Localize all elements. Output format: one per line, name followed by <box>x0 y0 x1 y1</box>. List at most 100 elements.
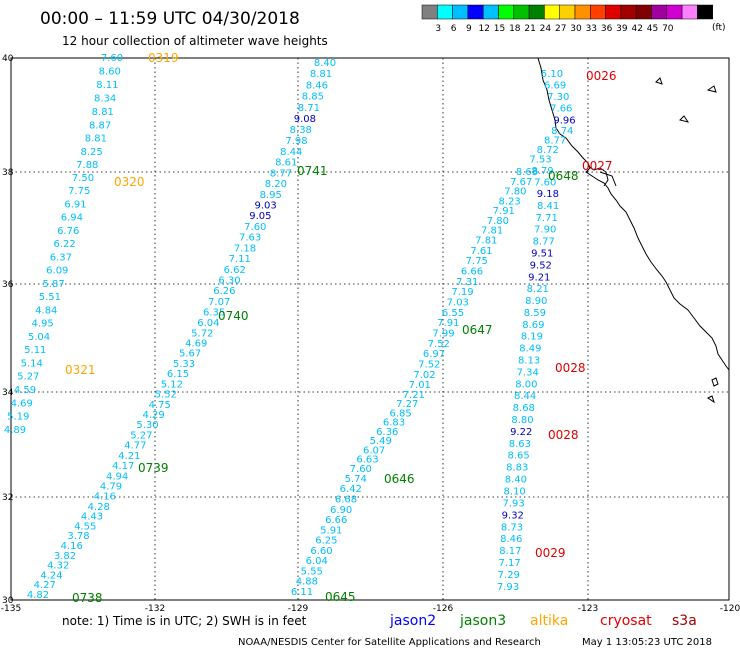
pass-time-label: 0738 <box>72 591 103 605</box>
swh-value: 8.79 <box>531 166 553 177</box>
swh-value: 7.75 <box>466 256 488 267</box>
swh-value: 7.03 <box>447 298 469 309</box>
colorbar-swatch <box>498 4 515 20</box>
latitude-label: 36 <box>2 280 14 290</box>
swh-value: 8.40 <box>314 58 336 69</box>
colorbar-swatch <box>574 4 591 20</box>
latitude-label: 38 <box>2 168 14 178</box>
swh-value: 5.10 <box>541 69 563 80</box>
pass-time-label: 0027 <box>582 159 613 173</box>
swh-value: 7.17 <box>498 558 520 569</box>
swh-value: 6.91 <box>64 199 86 210</box>
pass-time-label: 0028 <box>555 361 586 375</box>
swh-value: 6.66 <box>325 515 347 526</box>
swh-value: 8.25 <box>80 147 102 158</box>
pass-time-label: 0028 <box>548 428 579 442</box>
swh-value: 6.85 <box>389 408 411 419</box>
swh-value: 8.65 <box>507 451 529 462</box>
swh-value: 7.80 <box>487 216 509 227</box>
swh-value: 9.96 <box>553 115 575 126</box>
swh-value: 6.37 <box>50 252 72 263</box>
colorbar-unit: (ft) <box>712 23 726 33</box>
swh-value: 4.43 <box>81 512 103 523</box>
pass-time-label: 0319 <box>148 51 179 65</box>
pass-time-label: 0646 <box>384 472 415 486</box>
swh-value: 8.38 <box>290 125 312 136</box>
swh-value: 5.51 <box>39 292 61 303</box>
swh-value: 4.32 <box>47 561 69 572</box>
map-subtitle: 12 hour collection of altimeter wave hei… <box>62 34 328 48</box>
map-title: 00:00 – 11:59 UTC 04/30/2018 <box>40 9 300 29</box>
swh-value: 5.74 <box>345 474 367 485</box>
swh-value: 4.59 <box>14 385 36 396</box>
swh-value: 8.63 <box>516 167 538 178</box>
longitude-label: -123 <box>578 604 598 614</box>
colorbar-swatch <box>452 4 469 20</box>
swh-value: 7.99 <box>432 329 454 340</box>
swh-value: 7.30 <box>547 92 569 103</box>
swh-value: 5.04 <box>28 332 50 343</box>
swh-value: 7.63 <box>239 233 261 244</box>
colorbar-label: 24 <box>540 24 552 34</box>
colorbar-swatch <box>513 4 530 20</box>
colorbar-label: 45 <box>647 24 658 34</box>
pass-time-label: 0739 <box>138 461 169 475</box>
swh-value: 7.53 <box>529 154 551 165</box>
latitude-label: 32 <box>2 493 13 503</box>
swh-value: 7.90 <box>534 225 556 236</box>
colorbar-label: 18 <box>509 24 521 34</box>
colorbar-swatch <box>697 4 713 20</box>
swh-value: 4.21 <box>118 451 140 462</box>
swh-value: 8.17 <box>499 546 521 557</box>
satellite-legend: jason2 jason3 altika cryosat s3a <box>389 613 697 629</box>
swh-value: 4.27 <box>34 580 56 591</box>
colorbar-label: 6 <box>451 24 457 34</box>
swh-value: 8.81 <box>92 107 114 118</box>
swh-value: 4.55 <box>74 522 96 533</box>
swh-value: 4.28 <box>88 502 110 513</box>
swh-value: 8.63 <box>509 439 531 450</box>
swh-value: 5.27 <box>17 372 39 383</box>
swh-value: 7.07 <box>208 297 230 308</box>
colorbar-label: 36 <box>601 24 613 34</box>
pass-time-label: 0647 <box>462 323 493 337</box>
pass-time-label: 0645 <box>325 590 356 604</box>
colorbar-swatch <box>559 4 576 20</box>
latitude-label: 30 <box>2 596 14 606</box>
swh-value: 8.46 <box>500 534 522 545</box>
swh-value: 6.60 <box>310 546 332 557</box>
swh-value: 8.10 <box>503 486 525 497</box>
swh-tracks: 7.60 8.60 8.11 8.34 8.81 8.87 8.81 8.25 7.88 7.50… <box>4 53 576 601</box>
colorbar-swatch <box>635 4 652 20</box>
swh-value: 8.87 <box>89 121 111 132</box>
swh-value: 8.90 <box>525 296 547 307</box>
swh-value: 7.61 <box>470 246 492 257</box>
swh-value: 7.27 <box>396 399 418 410</box>
island-path <box>655 77 717 123</box>
pass-time-label: 0741 <box>297 164 328 178</box>
swh-value: 7.60 <box>350 464 372 475</box>
swh-value: 7.60 <box>244 222 266 233</box>
swh-value: 9.18 <box>537 189 559 200</box>
swh-value: 8.85 <box>302 92 324 103</box>
swh-value: 7.01 <box>409 380 431 391</box>
colorbar-label: 12 <box>478 24 489 34</box>
colorbar-label: 15 <box>494 24 505 34</box>
colorbar-label: 3 <box>435 24 441 34</box>
swh-value: 7.80 <box>504 187 526 198</box>
swh-value: 4.24 <box>40 570 62 581</box>
colorbar-swatch <box>482 4 499 20</box>
swh-value: 7.93 <box>497 582 519 593</box>
colorbar-swatch <box>590 4 606 20</box>
swh-value: 4.94 <box>106 471 128 482</box>
swh-value: 4.29 <box>142 410 164 421</box>
swh-value: 6.04 <box>197 318 219 329</box>
swh-value: 8.69 <box>522 320 544 331</box>
swh-value: 9.51 <box>531 249 553 260</box>
swh-value: 6.11 <box>291 587 313 598</box>
swh-value: 4.95 <box>31 319 53 330</box>
pass-time-labels: 0319 0320 0321 0741 0740 0739 0738 0648 0647 0646… <box>65 51 617 605</box>
swh-value: 6.30 <box>218 276 240 287</box>
swh-value: 5.87 <box>42 279 64 290</box>
swh-value: 4.16 <box>94 492 116 503</box>
